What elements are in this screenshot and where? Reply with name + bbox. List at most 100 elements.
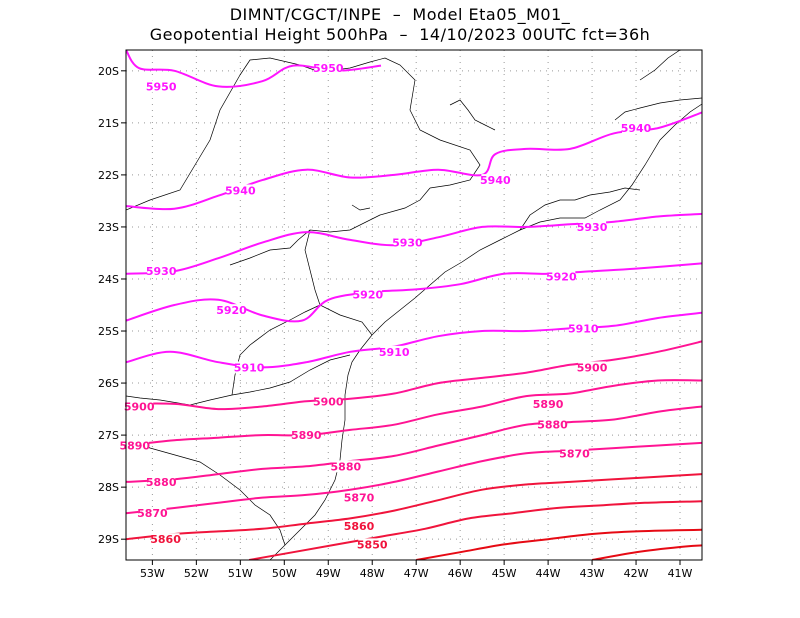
contour-label-bg — [138, 507, 167, 520]
contour-label-bg — [345, 520, 374, 533]
lat-tick-label: 22S — [98, 169, 119, 182]
title-line-1: DIMNT/CGCT/INPE – Model Eta05_M01_ — [229, 5, 571, 24]
contour-5890 — [126, 379, 702, 447]
contour-label-5950: 5950 — [146, 80, 177, 93]
contour-label-bg — [314, 395, 343, 408]
lon-tick-label: 44W — [536, 567, 561, 580]
lat-tick-label: 21S — [98, 117, 119, 130]
contour-5860 — [126, 473, 702, 541]
contour-label-bg — [147, 265, 176, 278]
contour-label-5940: 5940 — [480, 174, 511, 187]
contour-5850 — [248, 500, 702, 560]
contour-label-5860: 5860 — [150, 533, 181, 546]
contour-label-bg — [147, 80, 176, 93]
state-border-9 — [614, 97, 702, 121]
contour-label-bg — [393, 236, 422, 249]
reservoirs — [351, 99, 496, 211]
state-border-4 — [304, 229, 373, 336]
contour-label-5880: 5880 — [537, 419, 568, 432]
contour-label-5890: 5890 — [291, 429, 322, 442]
state-border-2 — [126, 74, 241, 211]
lon-tick-label: 53W — [140, 567, 165, 580]
political-borders — [126, 50, 702, 560]
contour-label-bg — [560, 447, 589, 460]
contour-label-bg — [217, 304, 246, 317]
lon-tick-label: 52W — [184, 567, 209, 580]
contour-label-bg — [147, 475, 176, 488]
contour-label-bg — [345, 491, 374, 504]
contour-label-5890: 5890 — [119, 440, 150, 453]
contour-label-bg — [578, 220, 607, 233]
contour-label-5940: 5940 — [225, 185, 256, 198]
state-border-3 — [229, 187, 431, 266]
lat-tick-label: 25S — [98, 325, 119, 338]
contour-label-5910: 5910 — [379, 346, 410, 359]
contour-label-5880: 5880 — [331, 460, 362, 473]
axis-ticks: 20S 21S 22S 23S 24S 25S 26S 27S 28S 29S 53W 52W 51W 5… — [98, 65, 693, 580]
title-line-2: Geopotential Height 500hPa – 14/10/2023 … — [149, 25, 651, 44]
lon-tick-label: 51W — [228, 567, 253, 580]
lon-tick-label: 46W — [448, 567, 473, 580]
state-border-8 — [519, 187, 641, 231]
contour-label-5930: 5930 — [392, 237, 423, 250]
lon-tick-label: 41W — [668, 567, 693, 580]
lat-tick-label: 20S — [98, 65, 119, 78]
contour-label-5930: 5930 — [146, 265, 177, 278]
state-border-7 — [126, 439, 286, 546]
contour-label-5940: 5940 — [621, 122, 652, 135]
contour-label-5890: 5890 — [533, 398, 564, 411]
lon-tick-label: 42W — [624, 567, 649, 580]
contour-5870 — [126, 441, 702, 515]
contour-5920 — [126, 262, 702, 323]
contour-label-bg — [314, 62, 343, 75]
lon-tick-label: 49W — [316, 567, 341, 580]
contour-label-bg — [538, 418, 567, 431]
contour-label-bg — [622, 122, 651, 135]
contour-label-5930: 5930 — [577, 221, 608, 234]
contour-5830 — [591, 544, 702, 560]
contour-label-bg — [235, 361, 264, 374]
contour-label-5920: 5920 — [546, 270, 577, 283]
contour-label-bg — [481, 174, 510, 187]
lat-tick-label: 29S — [98, 533, 119, 546]
contour-5940 — [126, 111, 702, 211]
lon-tick-label: 43W — [580, 567, 605, 580]
state-border-1 — [239, 57, 481, 189]
contour-label-5910: 5910 — [234, 361, 265, 374]
contour-label-5860: 5860 — [344, 520, 375, 533]
contour-label-5950: 5950 — [313, 62, 344, 75]
contour-label-bg — [120, 439, 149, 452]
contour-label-bg — [151, 533, 180, 546]
contour-label-bg — [358, 538, 387, 551]
lon-tick-label: 45W — [492, 567, 517, 580]
contour-label-bg — [380, 345, 409, 358]
contour-label-5900: 5900 — [577, 361, 608, 374]
contour-5840 — [416, 528, 702, 560]
contour-labels: 5950 5950 5940 5940 5940 5930 5930 5930 5920 5920… — [119, 62, 652, 551]
lat-tick-label: 27S — [98, 429, 119, 442]
contour-label-bg — [353, 288, 382, 301]
lat-tick-label: 23S — [98, 221, 119, 234]
contour-label-5900: 5900 — [313, 395, 344, 408]
contour-label-bg — [331, 460, 360, 473]
lon-tick-label: 47W — [404, 567, 429, 580]
contour-label-bg — [547, 270, 576, 283]
plot-frame — [125, 49, 703, 561]
contour-label-5880: 5880 — [146, 476, 177, 489]
lon-tick-label: 50W — [272, 567, 297, 580]
contour-lines — [126, 50, 702, 560]
contour-label-5900: 5900 — [124, 400, 155, 413]
contour-label-5910: 5910 — [568, 322, 599, 335]
contour-label-5870: 5870 — [137, 507, 168, 520]
contour-label-5870: 5870 — [559, 447, 590, 460]
contour-label-5850: 5850 — [357, 538, 388, 551]
contour-label-bg — [534, 397, 563, 410]
contour-label-bg — [569, 322, 598, 335]
lon-tick-label: 48W — [360, 567, 385, 580]
grid-lines — [126, 50, 702, 560]
contour-5910 — [126, 311, 702, 369]
contour-label-bg — [578, 361, 607, 374]
lat-tick-label: 24S — [98, 273, 119, 286]
contour-label-5920: 5920 — [353, 289, 384, 302]
